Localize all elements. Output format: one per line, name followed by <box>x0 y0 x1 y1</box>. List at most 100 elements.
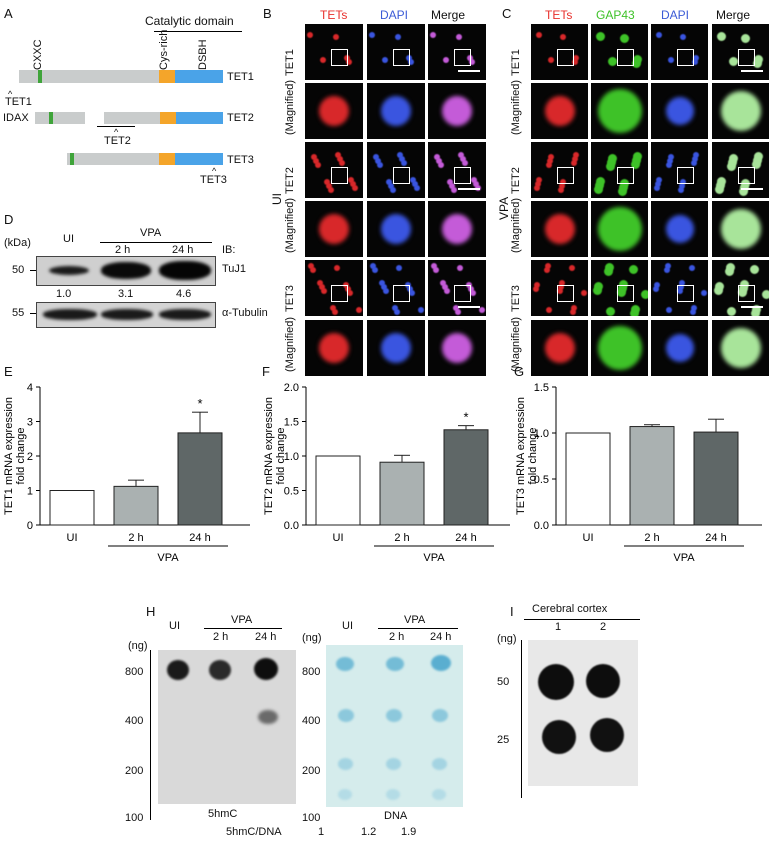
panelB-cell <box>383 288 389 294</box>
panelB-cell <box>382 57 388 63</box>
panelC-magnify-box <box>676 167 694 185</box>
panelC-scale-bar <box>741 306 763 308</box>
panelC-cell <box>740 280 749 289</box>
panel-letter-g: G <box>514 364 525 379</box>
bar-chart-f: 0.0 0.5 1.0 1.5 2.0 TET2 mRNA expression fold … <box>263 382 510 564</box>
panelB-cell <box>337 156 343 162</box>
panelC-cell <box>536 177 542 183</box>
panelB-magnify-box <box>454 49 472 67</box>
c-col-tets: TETs <box>545 8 573 22</box>
panelC-image-r2-dapi <box>651 142 708 198</box>
tet1-label: TET1 <box>227 71 254 83</box>
panelB-image-r1-dapi <box>367 83 425 139</box>
panelB-nucleus-magnified <box>319 333 349 363</box>
panelB-image-r0-merge <box>428 24 486 80</box>
panelC-cell <box>741 34 750 43</box>
panelC-cell <box>571 305 577 311</box>
panelC-cell <box>754 152 763 161</box>
panelB-cell <box>412 181 418 187</box>
panelC-cell <box>717 32 726 41</box>
panelB-scale-bar <box>458 188 480 190</box>
panelC-cell <box>678 187 684 193</box>
panelB-cell <box>311 154 317 160</box>
panelC-nucleus-magnified <box>544 96 575 126</box>
panelC-nucleus-magnified <box>720 209 761 249</box>
panelB-cell <box>396 265 402 271</box>
idax-label: IDAX <box>3 112 29 124</box>
panelB-cell <box>375 158 381 164</box>
panelC-magnify-box <box>616 167 634 185</box>
bar-2h <box>113 485 159 526</box>
catalytic-domain-line <box>154 31 242 32</box>
ratio-ui: 1.0 <box>56 288 72 300</box>
panelC-cell <box>569 265 575 271</box>
panelC-cell <box>655 181 661 187</box>
panelC-cell <box>729 154 738 163</box>
panelC-nucleus-magnified <box>597 207 642 251</box>
panelC-row-label-4: TET3 <box>510 285 522 312</box>
panelC-nucleus-magnified <box>544 214 575 244</box>
dotblot-ratio-2h: 1.2 <box>361 826 377 838</box>
panel-letter-c: C <box>502 6 512 21</box>
panelB-nucleus-magnified <box>442 96 472 126</box>
panelC-cell <box>608 57 617 66</box>
panelC-image-r3-merge <box>712 201 769 257</box>
dotblot-ratio-ui: 1 <box>318 826 325 838</box>
panelC-nucleus-magnified <box>665 97 694 125</box>
panelB-cell <box>397 152 403 158</box>
panelB-magnify-box <box>331 285 349 303</box>
vpa-group-label: VPA <box>157 552 179 564</box>
c-col-dapi: DAPI <box>661 8 690 22</box>
cortex-dot-2-25 <box>590 718 624 752</box>
marker-tick-55 <box>30 313 36 314</box>
bar-chart-g: 0.0 0.5 1.0 1.5 TET3 mRNA expression fold cha… <box>515 382 762 564</box>
panelC-cell <box>536 32 542 38</box>
panelC-cell <box>629 265 638 274</box>
panelB-magnify-box <box>331 167 349 185</box>
membrane-5hmc <box>158 650 296 804</box>
tubulin-band-ui <box>43 309 97 320</box>
panelC-image-r3-dapi <box>651 201 708 257</box>
panelC-image-r4-dapi <box>651 260 708 316</box>
panelB-cell <box>392 305 398 311</box>
panelC-cell <box>717 177 726 186</box>
panelB-magnify-box <box>331 49 349 67</box>
significance-marker: * <box>463 410 468 425</box>
blot-vpa-line <box>100 242 212 243</box>
panelC-cell <box>596 177 605 186</box>
dot-5hmc-24h-800 <box>254 658 278 680</box>
tet1-dsbh-domain <box>175 70 223 83</box>
h-amount-400: 400 <box>125 715 144 727</box>
cys-rich-label: Cys-rich <box>158 29 170 70</box>
panelB-cell <box>381 284 387 290</box>
cortex-dot-2-50 <box>586 664 620 698</box>
panelB-row-label-3: (Magnified) <box>284 197 296 253</box>
blot-24h-label: 24 h <box>172 244 194 256</box>
h-24h-label: 24 h <box>255 631 277 643</box>
h-vpa-label: VPA <box>231 614 253 626</box>
panelC-cell <box>691 160 697 166</box>
y-tick-label: 1.0 <box>284 451 299 463</box>
dna-2h-label: 2 h <box>389 631 405 643</box>
panelB-cell <box>395 34 401 40</box>
bar-24h <box>443 429 489 526</box>
panelC-image-r1-dapi <box>651 83 708 139</box>
panelC-image-r0-merge <box>712 24 769 80</box>
y-tick-label: 4 <box>27 382 33 394</box>
panelC-cell <box>752 305 761 314</box>
panelB-cell <box>310 267 316 273</box>
panelB-cell <box>321 288 327 294</box>
panelC-cell <box>633 55 642 64</box>
dna-dot-24h-200 <box>432 758 447 770</box>
panelB-image-r4-dapi <box>367 260 425 316</box>
panelC-cell <box>545 263 551 269</box>
c-col-merge: Merge <box>716 8 751 22</box>
panelB-magnify-box <box>454 167 472 185</box>
panel-letter-h: H <box>146 604 156 619</box>
panelB-cell <box>333 34 339 40</box>
membrane-cortex <box>528 640 638 786</box>
tet3-label: TET3 <box>227 154 254 166</box>
dna-dot-ui-400 <box>338 709 354 722</box>
tet3-cxxc-domain <box>70 153 74 165</box>
panelC-cell <box>631 305 640 314</box>
